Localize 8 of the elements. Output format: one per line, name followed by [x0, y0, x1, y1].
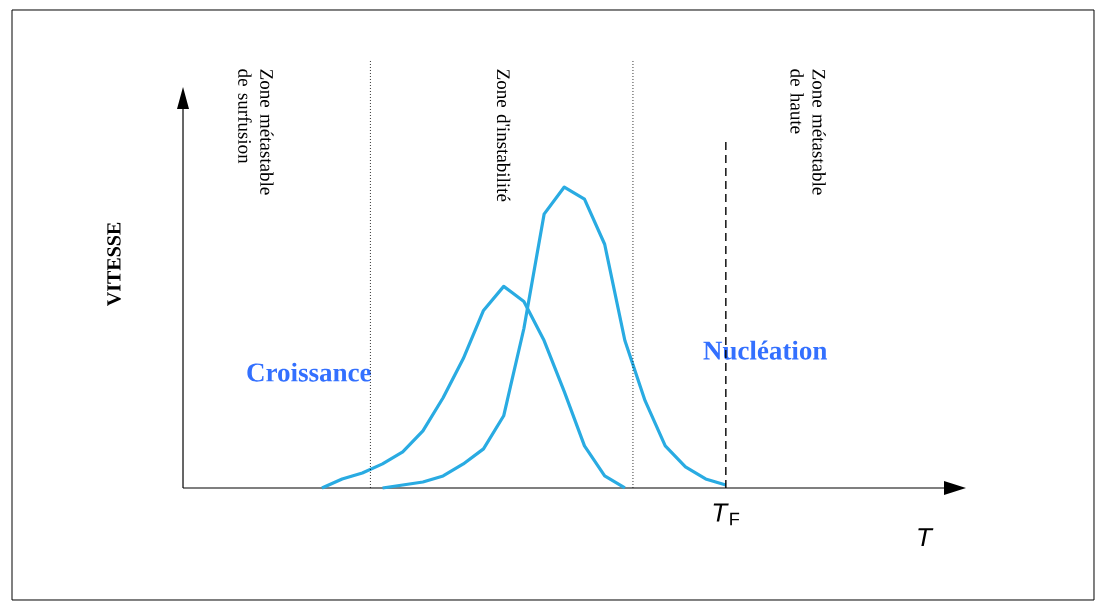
text: Nucléation	[703, 340, 828, 360]
annotation: Zone d'instabilité	[496, 69, 511, 202]
text: T$_{F}$	[713, 503, 740, 526]
text: Croissance	[247, 362, 371, 382]
text: Zone métastable de haute	[790, 69, 826, 195]
text: T	[918, 528, 934, 547]
text: Zone métastable de surfusion	[238, 69, 274, 195]
text: VITESSE	[107, 222, 121, 306]
